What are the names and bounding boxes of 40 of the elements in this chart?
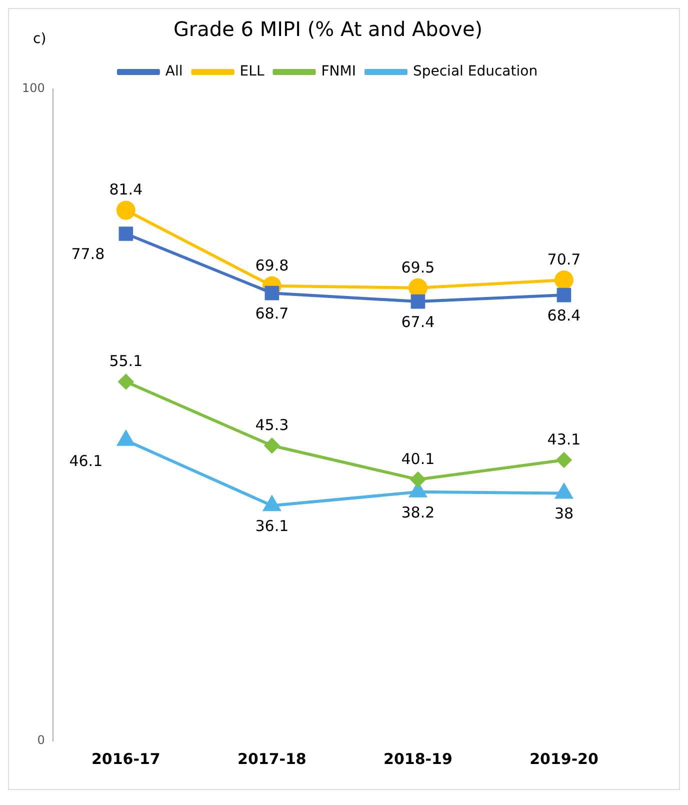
point [410, 294, 426, 309]
point [117, 430, 134, 446]
point [118, 226, 134, 241]
point [264, 438, 280, 454]
point [556, 484, 572, 499]
data-label: 69.8 [255, 256, 289, 274]
data-label: 46.1 [69, 452, 103, 470]
point [116, 200, 136, 220]
legend-label: FNMI [321, 64, 356, 80]
point [264, 286, 280, 300]
y-tick-label: 0 [37, 733, 45, 748]
point [118, 374, 134, 390]
legend-label: All [165, 64, 183, 80]
data-label: 70.7 [547, 250, 581, 268]
text: c) [33, 31, 46, 47]
x-tick-label: 2016-17 [91, 750, 160, 768]
point [556, 288, 572, 302]
data-label: 68.4 [547, 306, 581, 324]
point [264, 496, 280, 512]
data-label: 55.1 [109, 352, 143, 370]
data-label: 69.5 [401, 258, 435, 276]
data-label: 81.4 [109, 180, 143, 199]
chart-title: Grade 6 MIPI (% At and Above) [173, 17, 483, 42]
data-label: 38 [554, 504, 574, 523]
data-label: 77.8 [71, 245, 105, 264]
data-label: 36.1 [255, 517, 289, 536]
point [556, 452, 572, 468]
point [554, 270, 574, 290]
data-label: 45.3 [255, 416, 289, 434]
data-label: 68.7 [255, 304, 289, 322]
x-tick-label: 2018-19 [384, 750, 452, 768]
y-tick-label: 100 [22, 81, 45, 96]
legend-label: ELL [240, 64, 264, 80]
data-label: 67.4 [401, 312, 435, 331]
data-label: 38.2 [401, 503, 435, 522]
x-tick-label: 2019-20 [530, 750, 598, 768]
x-tick-label: 2017-18 [238, 750, 306, 768]
legend-label: Special Education [412, 64, 538, 80]
data-label: 43.1 [547, 430, 581, 448]
data-label: 40.1 [401, 450, 435, 468]
